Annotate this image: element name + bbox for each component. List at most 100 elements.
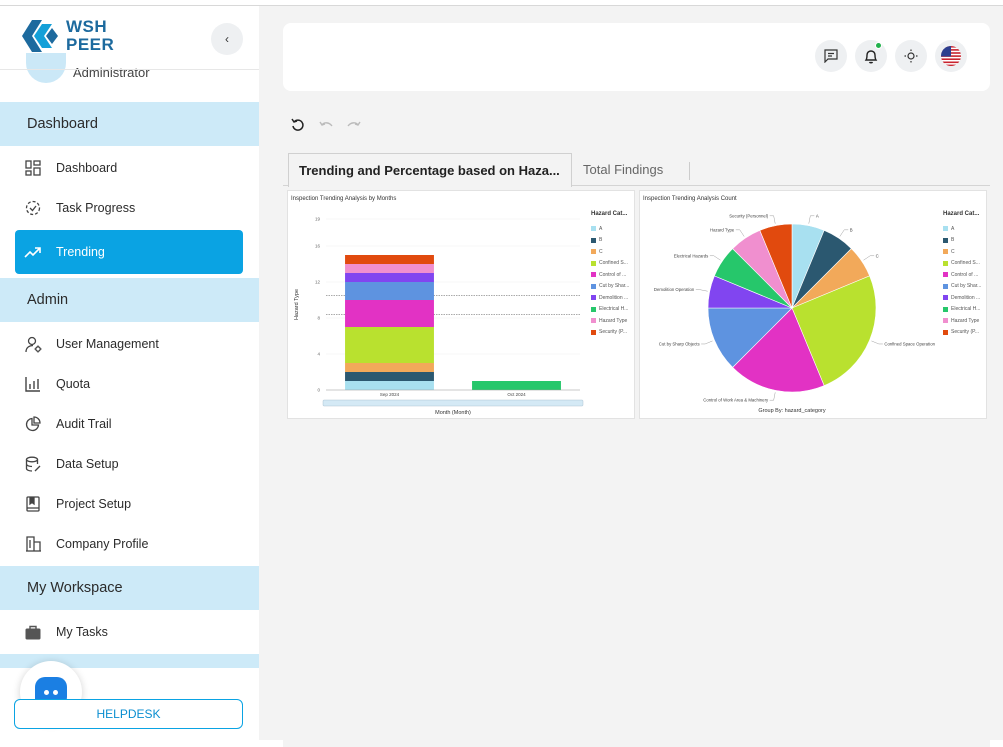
sidebar-item-label: Company Profile: [56, 537, 149, 551]
helpdesk-button[interactable]: HELPDESK: [14, 699, 243, 729]
legend-swatch: [943, 306, 948, 312]
bar-segment[interactable]: [345, 381, 434, 390]
logo-mark-icon: [22, 20, 58, 52]
pie-chart-legend-item[interactable]: A: [943, 223, 981, 235]
pie-label-leader: [871, 340, 883, 345]
message-icon: [824, 49, 838, 63]
avatar[interactable]: [26, 53, 66, 83]
bar-segment[interactable]: [345, 273, 434, 282]
pie-slice[interactable]: [732, 307, 825, 393]
legend-swatch: [943, 318, 948, 324]
report-toolbar: [291, 118, 361, 132]
tab-divider: [689, 162, 690, 180]
legend-swatch: [591, 295, 596, 301]
sidebar-item-trending[interactable]: Trending: [15, 230, 243, 274]
redo-icon[interactable]: [347, 120, 361, 130]
collapse-sidebar-button[interactable]: ‹: [211, 23, 243, 55]
bar-chart-legend-item[interactable]: B: [591, 235, 629, 247]
chevron-left-icon: ‹: [225, 32, 229, 46]
brightness-icon: [904, 49, 918, 63]
pie-chart-legend-item[interactable]: Confined S...: [943, 258, 981, 270]
section-dashboard: Dashboard: [0, 102, 259, 146]
sidebar-item-label: Task Progress: [56, 201, 136, 215]
legend-label: Hazard Type: [951, 317, 980, 324]
sidebar: WSH PEER ‹ Administrator Dashboard Dashb…: [0, 6, 259, 740]
sidebar-item-user-management[interactable]: User Management: [15, 326, 243, 362]
bar-segment[interactable]: [345, 372, 434, 381]
database-icon: [24, 455, 42, 473]
bar-chart-legend-item[interactable]: Demolition ...: [591, 292, 629, 304]
pie-slice-label: C: [876, 253, 879, 258]
bar-chart-legend-item[interactable]: C: [591, 246, 629, 258]
pie-chart-legend-item[interactable]: B: [943, 235, 981, 247]
bar-segment[interactable]: [345, 300, 434, 327]
sidebar-item-company-profile[interactable]: Company Profile: [15, 526, 243, 562]
y-tick-label: 4: [317, 352, 320, 357]
divider: [0, 69, 259, 70]
chart-zoom-scrollbar[interactable]: [322, 399, 584, 407]
pie-chart-legend-item[interactable]: Demolition ...: [943, 292, 981, 304]
pie-label-leader: [839, 229, 849, 237]
refresh-icon[interactable]: [291, 118, 305, 132]
top-header: [283, 23, 990, 91]
section-admin: Admin: [0, 278, 259, 322]
theme-toggle-button[interactable]: [895, 40, 927, 72]
pie-chart-legend-item[interactable]: C: [943, 246, 981, 258]
legend-swatch: [943, 295, 948, 301]
pie-slice-label: Hazard Type: [710, 227, 735, 232]
legend-swatch: [943, 283, 948, 289]
bar-segment[interactable]: [345, 363, 434, 372]
bar-segment[interactable]: [345, 264, 434, 273]
legend-label: Demolition ...: [599, 294, 629, 301]
legend-swatch: [591, 226, 596, 232]
pie-label-leader: [808, 215, 815, 224]
bar-chart-legend-title: Hazard Cat...: [591, 211, 628, 217]
pie-slice[interactable]: [707, 307, 793, 368]
pie-slice-label: B: [850, 227, 853, 232]
bar-segment[interactable]: [345, 255, 434, 264]
bar-chart-legend-item[interactable]: Security (P...: [591, 327, 629, 339]
user-gear-icon: [24, 335, 42, 353]
pie-chart-legend-item[interactable]: Security (P...: [943, 327, 981, 339]
pie-chart-legend-item[interactable]: Hazard Type: [943, 315, 981, 327]
undo-icon[interactable]: [319, 120, 333, 130]
sidebar-item-my-tasks[interactable]: My Tasks: [15, 614, 243, 650]
bar-segment[interactable]: [472, 381, 561, 390]
notification-dot: [875, 42, 882, 49]
y-tick-label: 12: [315, 280, 321, 285]
legend-swatch: [591, 306, 596, 312]
bar-chart-legend-item[interactable]: Hazard Type: [591, 315, 629, 327]
legend-label: Control of ...: [951, 271, 979, 278]
pie-chart-legend-item[interactable]: Control of ...: [943, 269, 981, 281]
pie-chart-legend: Hazard Cat... A B C Confined S... Control of …: [943, 211, 981, 338]
bar-chart-legend-item[interactable]: A: [591, 223, 629, 235]
y-tick-label: 19: [315, 217, 321, 222]
briefcase-icon: [24, 623, 42, 641]
bar-chart-legend-item[interactable]: Confined S...: [591, 258, 629, 270]
notifications-button[interactable]: [855, 40, 887, 72]
bar-chart-legend-item[interactable]: Control of ...: [591, 269, 629, 281]
bar-segment[interactable]: [345, 327, 434, 363]
x-tick-label: Sep 2024: [380, 392, 400, 397]
tab-trending-percentage[interactable]: Trending and Percentage based on Haza...: [288, 153, 572, 187]
pie-chart-legend-item[interactable]: Cut by Shar...: [943, 281, 981, 293]
sidebar-item-task-progress[interactable]: Task Progress: [15, 190, 243, 226]
brand-logo[interactable]: WSH PEER: [18, 16, 114, 56]
pie-slice[interactable]: [759, 223, 793, 309]
bar-chart-legend-item[interactable]: Cut by Shar...: [591, 281, 629, 293]
messages-button[interactable]: [815, 40, 847, 72]
sidebar-item-project-setup[interactable]: Project Setup: [15, 486, 243, 522]
pie-chart-legend-item[interactable]: Electrical H...: [943, 304, 981, 316]
tab-total-findings[interactable]: Total Findings: [583, 162, 664, 177]
legend-label: B: [599, 237, 603, 244]
language-button[interactable]: [935, 40, 967, 72]
sidebar-item-quota[interactable]: Quota: [15, 366, 243, 402]
sidebar-item-data-setup[interactable]: Data Setup: [15, 446, 243, 482]
sidebar-item-audit-trail[interactable]: Audit Trail: [15, 406, 243, 442]
bar-segment[interactable]: [345, 282, 434, 300]
sidebar-item-dashboard[interactable]: Dashboard: [15, 150, 243, 186]
task-progress-icon: [24, 199, 42, 217]
bar-chart-legend-item[interactable]: Electrical H...: [591, 304, 629, 316]
sidebar-item-label: Trending: [56, 245, 105, 259]
sidebar-item-label: Audit Trail: [56, 417, 112, 431]
